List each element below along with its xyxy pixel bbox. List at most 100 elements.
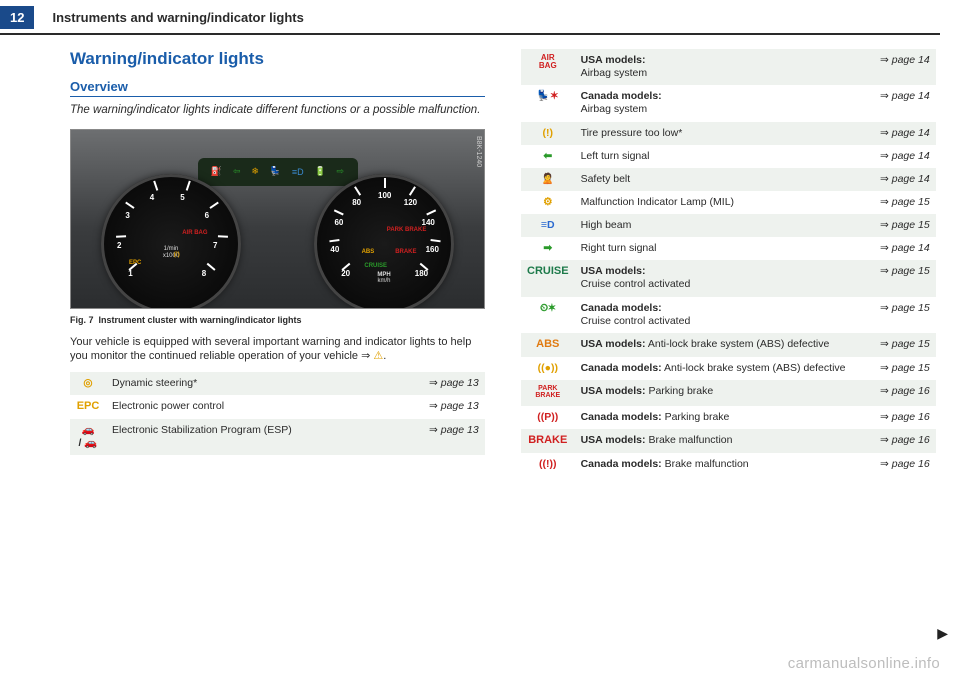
table-row: ➡Right turn signal⇒ page 14 <box>521 237 936 260</box>
lead-text: The warning/indicator lights indicate di… <box>70 103 485 119</box>
indicator-description: Canada models:Airbag system <box>575 85 874 121</box>
gauge-tick <box>116 235 126 237</box>
page-reference: ⇒ page 15 <box>874 214 936 237</box>
page-reference: ⇒ page 13 <box>423 419 485 455</box>
table-row: (!)Tire pressure too low*⇒ page 14 <box>521 122 936 145</box>
figure-code: B8K-1240 <box>475 136 482 167</box>
gauge-tick <box>329 239 339 242</box>
indicator-icon: ((!)) <box>521 453 575 476</box>
gauge-tick <box>430 239 440 242</box>
body-paragraph: Your vehicle is equipped with several im… <box>70 335 485 365</box>
page-reference: ⇒ page 13 <box>423 372 485 395</box>
indicator-description: Tire pressure too low* <box>575 122 874 145</box>
gauge-badge: (!) <box>174 252 180 258</box>
page-reference: ⇒ page 14 <box>874 85 936 121</box>
indicator-description: USA models:Cruise control activated <box>575 260 874 296</box>
page-reference: ⇒ page 16 <box>874 429 936 453</box>
page-reference: ⇒ page 15 <box>874 191 936 214</box>
display-icon: ⇨ <box>337 166 345 177</box>
cluster-display: ⛽⇦❄💺≡D🔋⇨ <box>198 158 358 186</box>
indicator-description: USA models: Brake malfunction <box>575 429 874 453</box>
gauge-badge: CRUISE <box>364 263 387 269</box>
figure-caption: Fig. 7 Instrument cluster with warning/i… <box>70 315 485 325</box>
gauge-tick <box>218 235 228 237</box>
page-reference: ⇒ page 15 <box>874 297 936 333</box>
page-reference: ⇒ page 16 <box>874 453 936 476</box>
gauge-number: 3 <box>125 211 129 220</box>
page-reference: ⇒ page 16 <box>874 380 936 406</box>
table-row: 🙎Safety belt⇒ page 14 <box>521 168 936 191</box>
indicator-icon: EPC <box>70 395 106 419</box>
gauge-number: 7 <box>213 241 217 250</box>
display-icon: ⛽ <box>211 166 222 177</box>
indicator-description: Malfunction Indicator Lamp (MIL) <box>575 191 874 214</box>
gauge-number: 20 <box>341 269 350 278</box>
indicator-icon: ((P)) <box>521 406 575 429</box>
indicator-icon: ABS <box>521 333 575 357</box>
indicator-table-left: ◎Dynamic steering*⇒ page 13EPCElectronic… <box>70 372 485 455</box>
gauge-badge: EPC <box>129 260 141 266</box>
gauge-tick <box>354 186 361 196</box>
gauge-tick <box>426 209 436 215</box>
gauge-number: 180 <box>415 269 428 278</box>
page-reference: ⇒ page 13 <box>423 395 485 419</box>
gauge-tick <box>125 201 134 208</box>
indicator-description: USA models: Anti-lock brake system (ABS)… <box>575 333 874 357</box>
page-reference: ⇒ page 15 <box>874 357 936 380</box>
indicator-icon: ≡D <box>521 214 575 237</box>
indicator-table-right: AIRBAGUSA models:Airbag system⇒ page 14💺… <box>521 49 936 476</box>
gauge-badge: PARK BRAKE <box>387 227 427 233</box>
gauge-tick <box>334 209 344 215</box>
indicator-description: Dynamic steering* <box>106 372 423 395</box>
indicator-icon: AIRBAG <box>521 49 575 85</box>
indicator-icon: ⬅ <box>521 145 575 168</box>
indicator-icon: PARKBRAKE <box>521 380 575 406</box>
page-reference: ⇒ page 15 <box>874 333 936 357</box>
display-icon: ❄ <box>251 166 259 177</box>
indicator-icon: ➡ <box>521 237 575 260</box>
gauge-badge: AIR BAG <box>182 230 207 236</box>
indicator-description: USA models:Airbag system <box>575 49 874 85</box>
indicator-icon: BRAKE <box>521 429 575 453</box>
indicator-description: Canada models: Anti-lock brake system (A… <box>575 357 874 380</box>
table-row: ⏲✶Canada models:Cruise control activated… <box>521 297 936 333</box>
indicator-description: Electronic power control <box>106 395 423 419</box>
tachometer-gauge: 1/min x1000 12345678AIR BAGEPC(!) <box>101 174 241 309</box>
display-icon: ⇦ <box>233 166 241 177</box>
gauge-number: 2 <box>117 241 121 250</box>
page-reference: ⇒ page 14 <box>874 145 936 168</box>
gauge-number: 80 <box>352 198 361 207</box>
table-row: ⚙Malfunction Indicator Lamp (MIL)⇒ page … <box>521 191 936 214</box>
gauge-tick <box>207 262 216 270</box>
indicator-icon: 🙎 <box>521 168 575 191</box>
table-row: ABSUSA models: Anti-lock brake system (A… <box>521 333 936 357</box>
table-row: CRUISEUSA models:Cruise control activate… <box>521 260 936 296</box>
display-icon: 🔋 <box>314 166 325 177</box>
indicator-icon: ◎ <box>70 372 106 395</box>
indicator-icon: ⚙ <box>521 191 575 214</box>
gauge-right-center: MPH km/h <box>314 272 454 285</box>
indicator-icon: 💺✶ <box>521 85 575 121</box>
instrument-cluster-figure: B8K-1240 ⛽⇦❄💺≡D🔋⇨ 1/min x1000 12345678AI… <box>70 129 485 309</box>
gauge-number: 60 <box>334 218 343 227</box>
gauge-number: 4 <box>150 193 154 202</box>
section-title: Warning/indicator lights <box>70 49 485 69</box>
table-row: ((●))Canada models: Anti-lock brake syst… <box>521 357 936 380</box>
indicator-description: Right turn signal <box>575 237 874 260</box>
table-row: ◎Dynamic steering*⇒ page 13 <box>70 372 485 395</box>
gauge-tick <box>209 201 218 208</box>
gauge-left-center: 1/min x1000 <box>101 246 241 259</box>
content-columns: Warning/indicator lights Overview The wa… <box>0 35 960 476</box>
indicator-description: Canada models: Brake malfunction <box>575 453 874 476</box>
table-row: AIRBAGUSA models:Airbag system⇒ page 14 <box>521 49 936 85</box>
page-reference: ⇒ page 14 <box>874 122 936 145</box>
gauge-number: 40 <box>330 245 339 254</box>
table-row: ((!))Canada models: Brake malfunction⇒ p… <box>521 453 936 476</box>
gauge-tick <box>186 180 191 190</box>
continue-arrow-icon: ▶ <box>937 625 948 642</box>
indicator-description: Left turn signal <box>575 145 874 168</box>
gauge-number: 5 <box>180 193 184 202</box>
table-row: ⬅Left turn signal⇒ page 14 <box>521 145 936 168</box>
page-reference: ⇒ page 16 <box>874 406 936 429</box>
indicator-description: High beam <box>575 214 874 237</box>
